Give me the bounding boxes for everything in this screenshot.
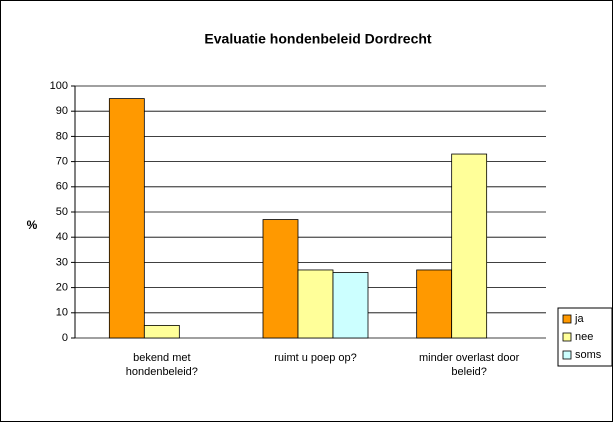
legend-label: nee <box>575 331 593 343</box>
x-tick-label: minder overlast door <box>419 352 520 364</box>
bar <box>451 153 488 339</box>
y-tick-label: 100 <box>50 80 68 92</box>
chart-title: Evaluatie hondenbeleid Dordrecht <box>204 31 431 47</box>
y-tick-label: 70 <box>56 156 68 168</box>
bar <box>416 269 453 339</box>
bar <box>262 219 299 339</box>
x-tick-label: hondenbeleid? <box>126 366 198 378</box>
bar <box>143 324 180 339</box>
legend-label: soms <box>575 349 602 361</box>
bar <box>332 272 369 339</box>
bar <box>297 269 334 339</box>
y-tick-label: 20 <box>56 282 68 294</box>
y-tick-label: 10 <box>56 307 68 319</box>
y-tick-label: 0 <box>62 332 68 344</box>
y-tick-label: 30 <box>56 256 68 268</box>
y-axis-label: % <box>27 218 38 232</box>
x-tick-label: ruimt u poep op? <box>274 352 357 364</box>
y-tick-label: 40 <box>56 231 68 243</box>
legend-label: ja <box>574 313 584 325</box>
legend-swatch <box>562 350 572 360</box>
x-tick-label: beleid? <box>451 366 486 378</box>
y-tick-label: 80 <box>56 130 68 142</box>
y-tick-label: 50 <box>56 206 68 218</box>
x-tick-label: bekend met <box>133 352 190 364</box>
legend-swatch <box>562 314 572 324</box>
y-tick-label: 60 <box>56 181 68 193</box>
y-tick-label: 90 <box>56 105 68 117</box>
bar <box>108 98 145 339</box>
legend-swatch <box>562 332 572 342</box>
